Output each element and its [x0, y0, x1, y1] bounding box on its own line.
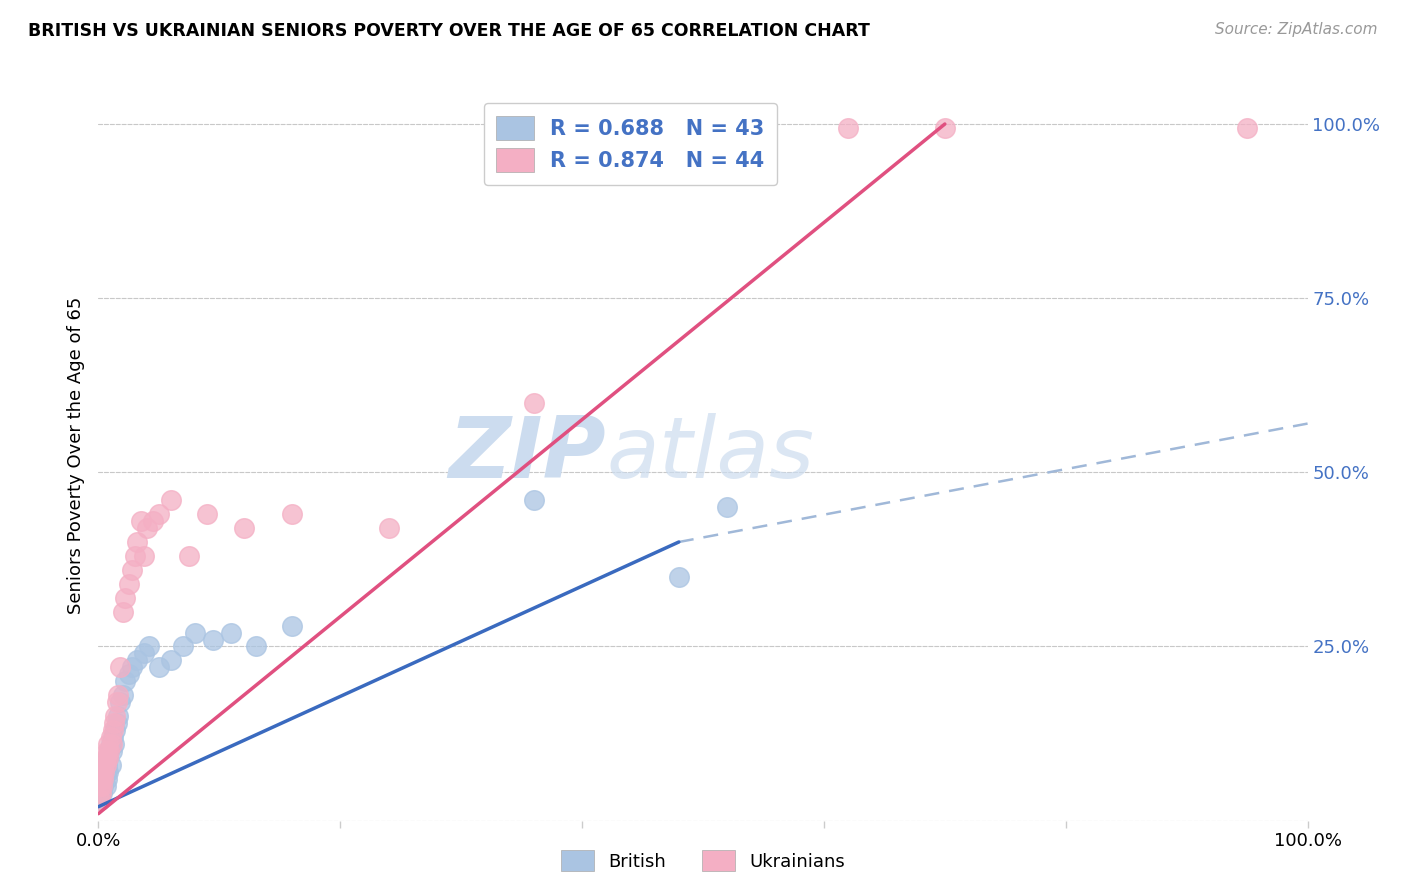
Point: [523, 493, 546, 508]
Point: [91, 779, 114, 793]
Point: [103, 737, 125, 751]
Point: [91, 764, 114, 779]
Y-axis label: Seniors Poverty Over the Age of 65: Seniors Poverty Over the Age of 65: [66, 296, 84, 614]
Point: [94, 779, 117, 793]
Point: [96, 744, 118, 758]
Point: [97, 751, 120, 765]
Point: [837, 120, 859, 135]
Point: [1236, 120, 1258, 135]
Point: [91, 779, 114, 793]
Point: [100, 758, 122, 772]
Point: [377, 521, 399, 535]
Point: [89, 793, 111, 807]
Point: [91, 786, 114, 800]
Point: [98, 744, 121, 758]
Point: [121, 563, 143, 577]
Point: [97, 764, 120, 779]
Point: [96, 758, 118, 772]
Point: [91, 764, 114, 779]
Point: [134, 647, 156, 661]
Text: BRITISH VS UKRAINIAN SENIORS POVERTY OVER THE AGE OF 65 CORRELATION CHART: BRITISH VS UKRAINIAN SENIORS POVERTY OVE…: [28, 22, 870, 40]
Point: [129, 514, 152, 528]
Point: [91, 772, 114, 786]
Point: [668, 570, 690, 584]
Point: [114, 591, 136, 605]
Point: [104, 709, 127, 723]
Point: [127, 535, 149, 549]
Point: [118, 576, 141, 591]
Point: [934, 120, 956, 135]
Point: [94, 764, 117, 779]
Point: [100, 744, 122, 758]
Point: [93, 758, 115, 772]
Point: [111, 688, 134, 702]
Point: [89, 779, 111, 793]
Point: [100, 737, 122, 751]
Point: [124, 549, 146, 563]
Point: [104, 723, 127, 737]
Point: [121, 660, 143, 674]
Point: [105, 695, 128, 709]
Point: [179, 549, 201, 563]
Point: [108, 695, 131, 709]
Point: [98, 744, 121, 758]
Point: [221, 625, 243, 640]
Point: [138, 640, 160, 654]
Text: ZIP: ZIP: [449, 413, 606, 497]
Point: [108, 660, 131, 674]
Point: [91, 772, 114, 786]
Point: [716, 500, 738, 515]
Point: [281, 507, 304, 521]
Point: [94, 758, 117, 772]
Point: [100, 737, 122, 751]
Point: [97, 751, 120, 765]
Point: [94, 751, 117, 765]
Point: [281, 618, 304, 632]
Point: [245, 640, 267, 654]
Point: [101, 723, 124, 737]
Text: Source: ZipAtlas.com: Source: ZipAtlas.com: [1215, 22, 1378, 37]
Point: [142, 514, 165, 528]
Point: [100, 730, 122, 744]
Point: [101, 730, 124, 744]
Point: [93, 772, 115, 786]
Text: atlas: atlas: [606, 413, 814, 497]
Point: [160, 653, 183, 667]
Point: [118, 667, 141, 681]
Point: [93, 758, 115, 772]
Point: [107, 688, 129, 702]
Point: [195, 507, 218, 521]
Point: [148, 507, 170, 521]
Legend: British, Ukrainians: British, Ukrainians: [554, 843, 852, 879]
Point: [103, 716, 125, 731]
Point: [97, 737, 120, 751]
Point: [184, 625, 207, 640]
Point: [148, 660, 170, 674]
Point: [135, 521, 157, 535]
Point: [90, 786, 112, 800]
Legend: R = 0.688   N = 43, R = 0.874   N = 44: R = 0.688 N = 43, R = 0.874 N = 44: [484, 103, 778, 185]
Point: [172, 640, 194, 654]
Point: [202, 632, 225, 647]
Point: [90, 772, 112, 786]
Point: [232, 521, 254, 535]
Point: [96, 772, 118, 786]
Point: [134, 549, 156, 563]
Point: [89, 793, 111, 807]
Point: [160, 493, 183, 508]
Point: [107, 709, 129, 723]
Point: [90, 779, 112, 793]
Point: [105, 716, 128, 731]
Point: [93, 764, 115, 779]
Point: [90, 786, 112, 800]
Point: [111, 605, 134, 619]
Point: [127, 653, 149, 667]
Point: [523, 395, 546, 409]
Point: [114, 674, 136, 689]
